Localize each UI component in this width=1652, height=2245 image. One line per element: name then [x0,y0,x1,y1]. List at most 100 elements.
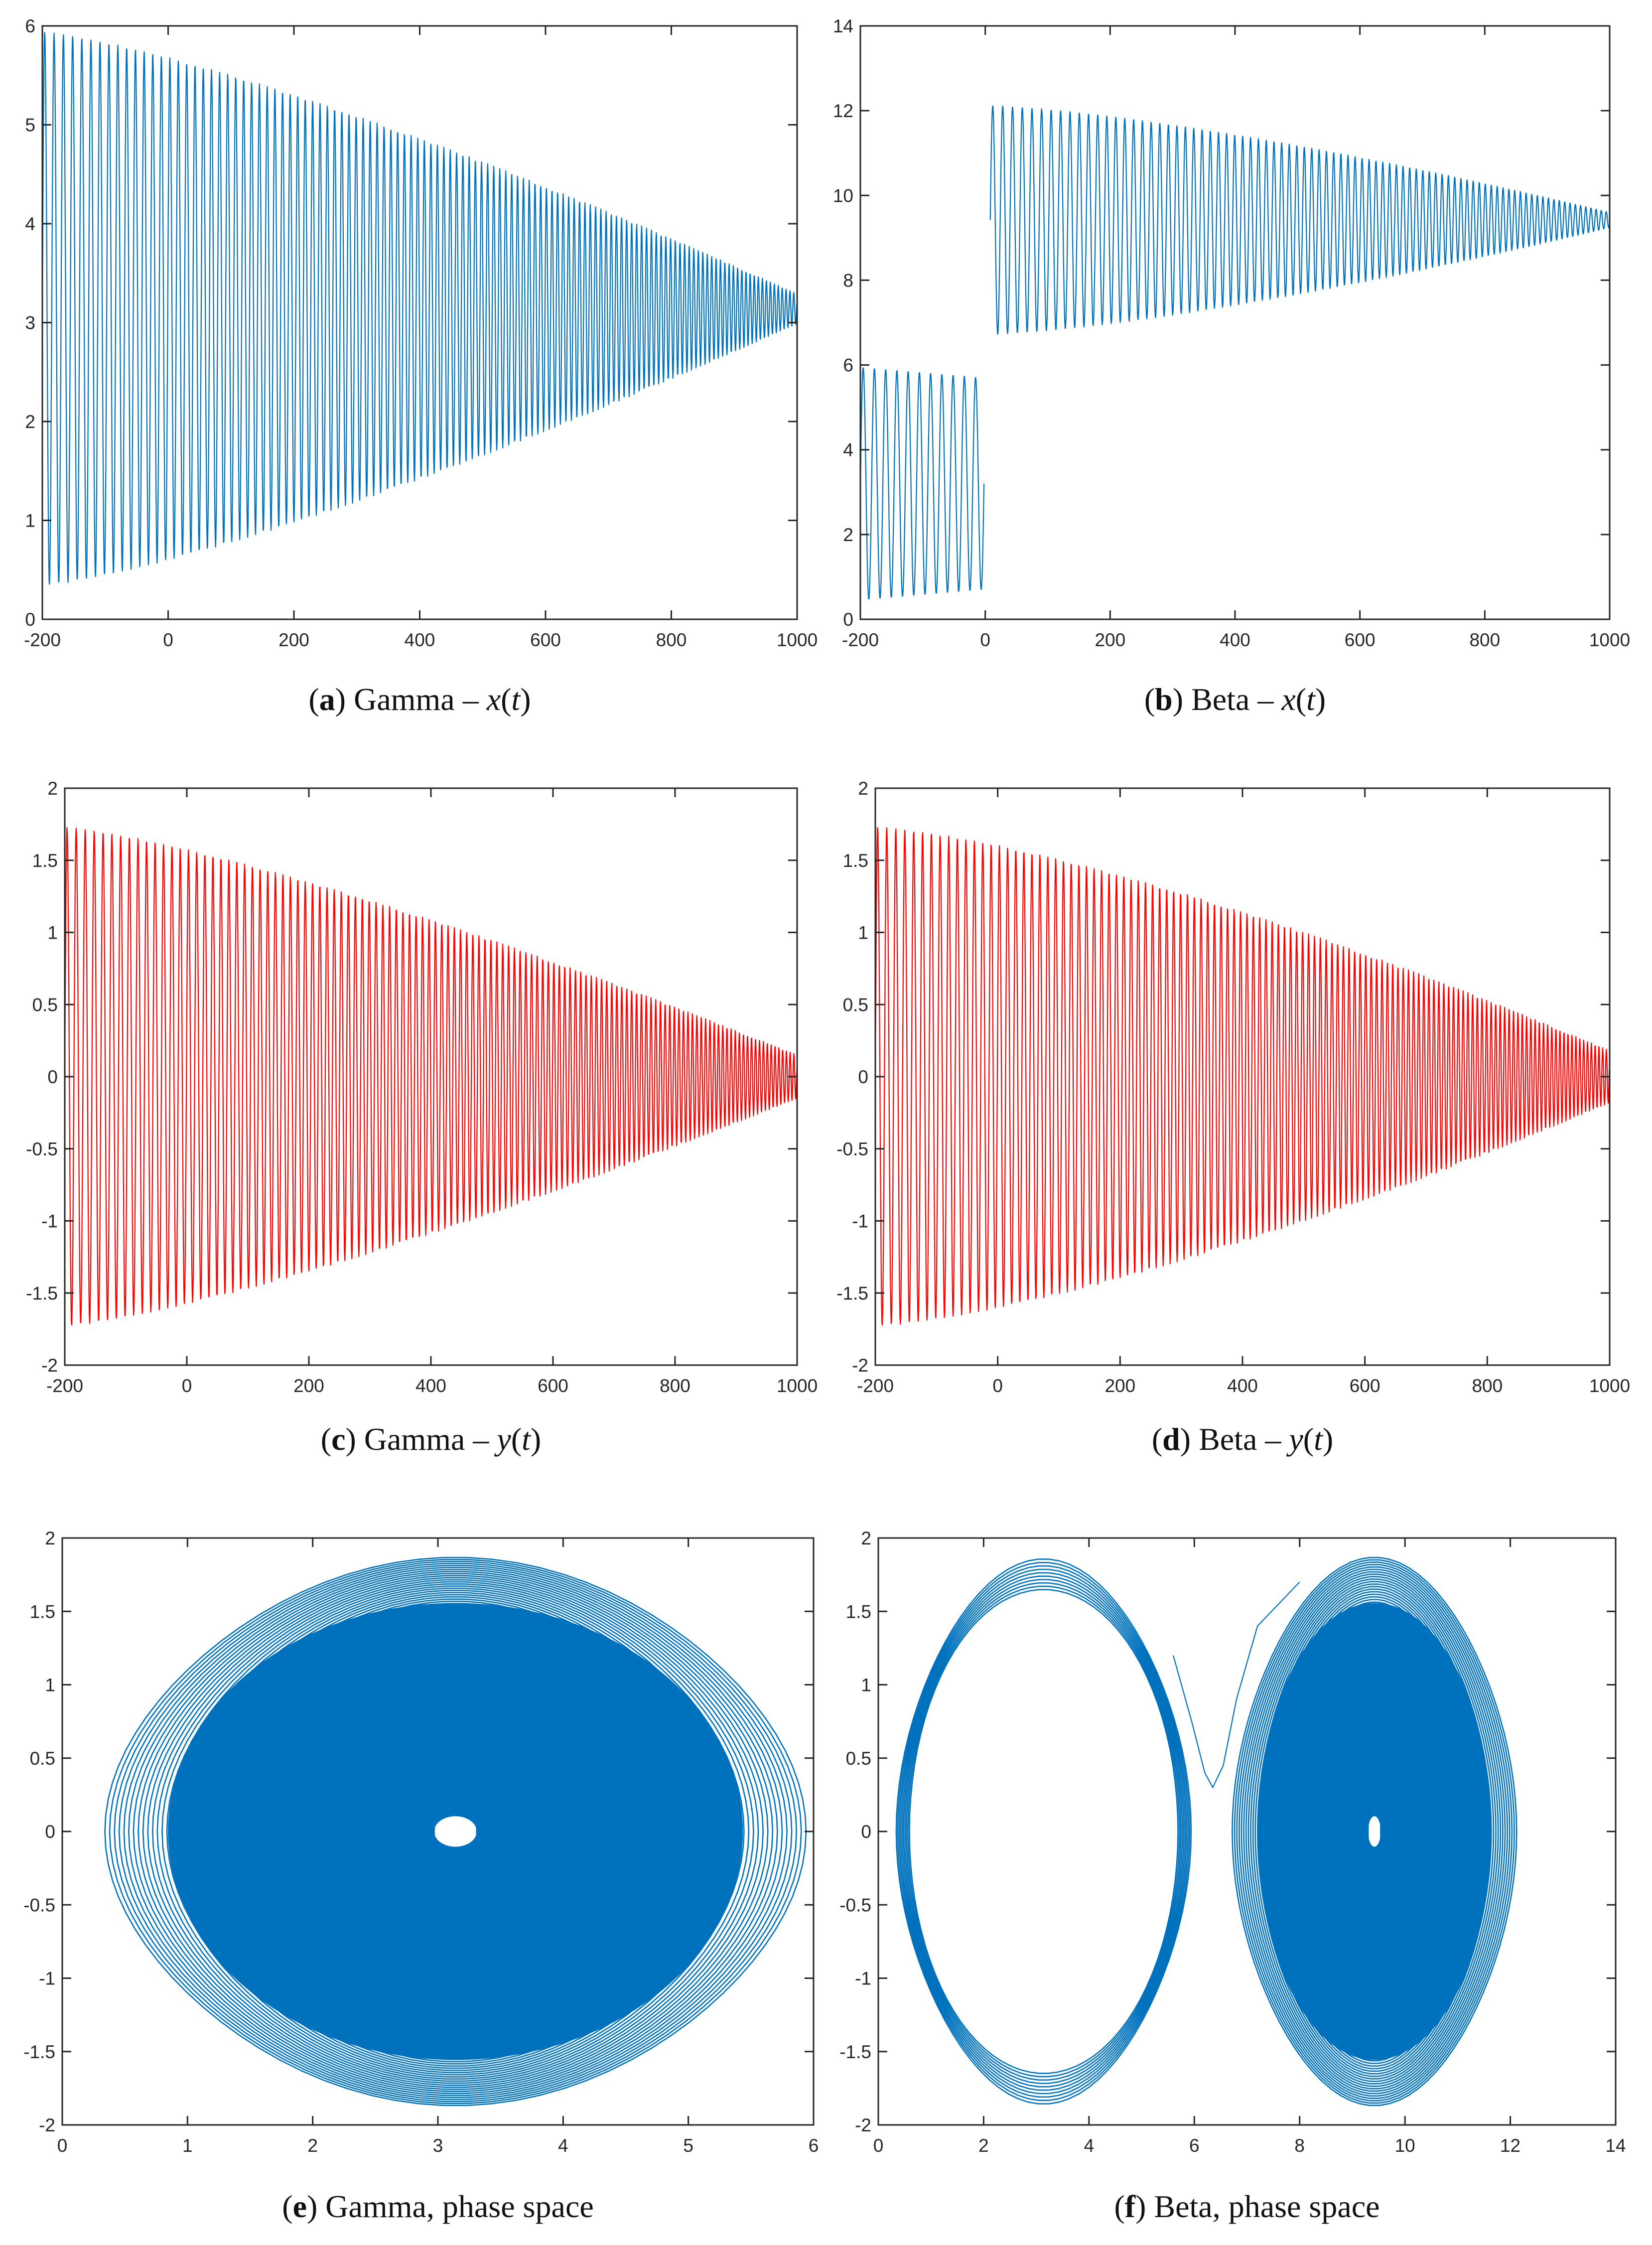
y-tick-label: 1.5 [843,850,868,871]
chart-panel-e: 0 1 2 3 4 5 6 -2 -1.5 -1 -0.5 0 0.5 1 1.5 2 (e) Gamma, p… [23,1528,819,2224]
x-tick-label: 200 [278,630,309,650]
x-tick-label: -200 [24,630,61,650]
series-a-0 [42,32,797,585]
y-tick-label: -2 [39,2115,55,2135]
y-tick-label: -1 [41,1211,58,1232]
y-tick-label: 0.5 [846,1748,871,1769]
x-tick-label: 0 [182,1376,192,1396]
x-tick-label: 400 [405,630,435,650]
x-tick-label: 200 [1095,630,1125,650]
y-tick-label: 10 [833,185,853,206]
y-tick-label: 2 [47,778,58,799]
phase-hole-f-2 [1368,1816,1381,1847]
caption-part: ) Beta, phase space [1135,2189,1379,2224]
x-tick-label: 0 [992,1376,1003,1396]
y-tick-label: 0.5 [843,994,868,1015]
x-tick-label: 6 [1189,2135,1200,2156]
caption-part: c [331,1421,345,1457]
caption-part: ( [1114,2189,1124,2224]
x-tick-label: 400 [1220,630,1250,650]
axes-frame-b [859,25,1611,620]
y-tick-label: 0 [858,1067,868,1087]
caption-e: (e) Gamma, phase space [282,2189,593,2224]
y-tick-label: -0.5 [836,1139,868,1159]
y-tick-label: 1 [45,1675,55,1695]
caption-part: ) Gamma, phase space [307,2189,594,2224]
x-tick-label: 800 [656,630,687,650]
caption-part: ( [1296,682,1306,717]
y-tick-label: -1 [39,1968,55,1989]
x-tick-label: 400 [415,1376,446,1396]
caption-f: (f) Beta, phase space [1114,2189,1379,2224]
chart-panel-d: -200 0 200 400 600 800 1000 -2 -1.5 -1 -0.5 0 0.5 1 1.… [836,778,1630,1457]
series-c-0 [65,827,797,1326]
x-tick-label: 4 [558,2135,568,2156]
y-tick-label: 2 [25,412,35,432]
x-tick-label: 800 [1472,1376,1503,1396]
y-tick-label: 0 [843,609,853,630]
x-tick-label: 600 [538,1376,568,1396]
caption-part: ( [321,1421,331,1457]
y-tick-label: -1 [855,1968,871,1989]
x-tick-label: 0 [980,630,990,650]
x-tick-label: 2 [978,2135,989,2156]
x-tick-label: 0 [873,2135,884,2156]
x-tick-label: 800 [1469,630,1500,650]
y-tick-label: -1.5 [836,1283,868,1303]
series-f-2 [1232,1556,1517,2106]
y-tick-label: -0.5 [26,1139,58,1159]
plot-area-a [42,32,797,585]
y-tick-label: 0 [861,1822,871,1842]
plot-area-d [875,827,1610,1326]
caption-part: y [1286,1421,1303,1457]
x-tick-label: 1000 [1589,630,1630,650]
caption-part: x [486,682,501,717]
caption-part: f [1125,2189,1136,2224]
x-tick-label: 200 [293,1376,324,1396]
y-tick-label: 8 [843,270,853,290]
y-tick-label: 0 [25,609,35,630]
caption-part: ( [501,682,511,717]
y-tick-label: -0.5 [839,1895,871,1915]
x-tick-label: 1 [182,2135,193,2156]
caption-part: ) Beta – [1173,682,1282,717]
caption-part: ) [1315,682,1326,717]
x-tick-label: 4 [1084,2135,1095,2156]
x-tick-label: 6 [809,2135,819,2156]
caption-b: (b) Beta – x(t) [1144,682,1326,717]
plot-area-f [895,1556,1517,2106]
caption-part: ) [531,1421,541,1457]
y-tick-label: 1.5 [30,1601,55,1622]
caption-part: ( [511,1421,522,1457]
plot-area-b [860,105,1610,600]
y-tick-label: 0 [45,1822,55,1842]
caption-part: ( [282,2189,292,2224]
caption-part: y [494,1421,511,1457]
x-tick-label: 10 [1395,2135,1415,2156]
x-tick-label: 5 [683,2135,693,2156]
y-tick-label: 0 [47,1067,58,1087]
y-tick-label: 1 [25,511,35,531]
y-tick-label: 2 [843,525,853,545]
y-tick-label: 14 [833,16,853,36]
caption-part: ( [1144,682,1155,717]
y-tick-label: 6 [843,355,853,376]
y-tick-label: 1.5 [846,1601,871,1622]
y-tick-label: -1 [852,1211,868,1232]
caption-part: d [1162,1421,1180,1457]
y-tick-label: -2 [852,1355,868,1376]
x-tick-label: 12 [1500,2135,1520,2156]
series-f-0 [895,1558,1192,2105]
y-tick-label: 1 [858,923,868,943]
x-tick-label: 800 [660,1376,690,1396]
x-tick-label: -200 [857,1376,894,1396]
caption-c: (c) Gamma – y(t) [321,1421,541,1457]
x-tick-label: 3 [433,2135,443,2156]
x-tick-label: 600 [1350,1376,1380,1396]
y-tick-label: 2 [45,1528,55,1548]
series-f-1 [1172,1581,1300,1788]
chart-panel-f: 0 2 4 6 8 10 12 14 -2 -1.5 -1 -0.5 0 0.5 1 1.5 2 (f) Beta… [839,1528,1626,2224]
